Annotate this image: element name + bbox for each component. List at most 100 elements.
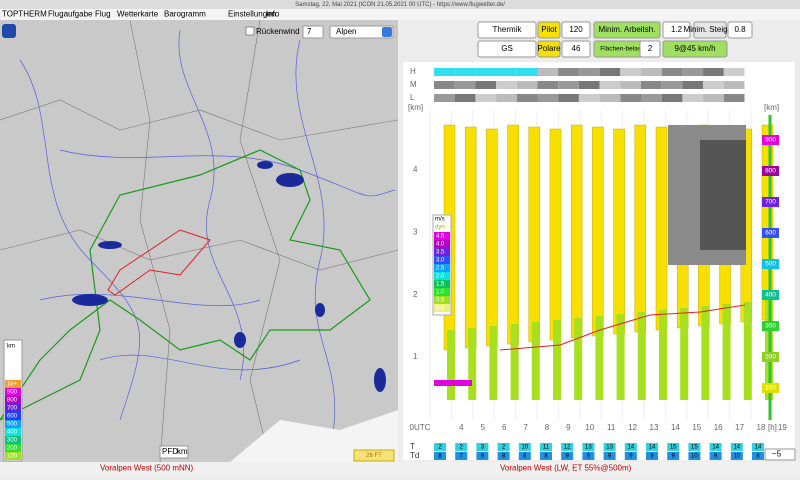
legend-label: 2.0	[436, 274, 445, 280]
wing-load-box[interactable]	[639, 40, 661, 58]
menu-item[interactable]: Barogramm	[164, 10, 206, 19]
legend-swatch	[434, 280, 450, 288]
td-cell	[603, 452, 616, 460]
td-value: 9	[714, 454, 718, 460]
level-field[interactable]	[302, 25, 324, 39]
polar[interactable]: 46	[572, 44, 581, 53]
lift-column	[701, 306, 710, 400]
cloud-cell	[723, 68, 745, 76]
polar-box[interactable]	[561, 40, 591, 58]
lift-column	[722, 304, 731, 400]
glider-select-box[interactable]	[477, 40, 537, 58]
thermal-column	[507, 124, 519, 345]
pfd[interactable]: PFD	[162, 447, 178, 456]
td-value: 9	[650, 454, 654, 460]
td-cell	[752, 452, 764, 460]
cloud-cell	[620, 81, 641, 89]
cloud-cell	[723, 94, 745, 102]
t-value: 13	[585, 445, 592, 451]
x-tick-label: 16	[714, 423, 723, 432]
thermal-column	[613, 128, 625, 335]
td-cell	[582, 452, 595, 460]
scale-swatch	[762, 228, 779, 238]
scale-label: 100	[765, 385, 776, 392]
t-cell	[476, 443, 489, 451]
td-cell	[709, 452, 722, 460]
mode-select-box[interactable]	[477, 21, 537, 39]
zoom-box[interactable]	[764, 448, 796, 461]
wing-load[interactable]: 2	[648, 44, 653, 53]
t-cell	[730, 443, 743, 451]
legend-title: km	[7, 344, 15, 350]
x-tick-label: 18	[757, 423, 766, 432]
pilot-box[interactable]	[561, 21, 591, 39]
t-cell	[603, 443, 616, 451]
pfd-box[interactable]	[159, 445, 189, 459]
t-cell	[561, 443, 574, 451]
scale-swatch	[762, 197, 779, 207]
region-select[interactable]	[329, 25, 394, 39]
legend-label: 0.0	[436, 306, 445, 312]
polar-label-box	[537, 40, 561, 58]
min-height[interactable]: 1.2	[671, 25, 683, 34]
legend-swatch	[5, 420, 21, 428]
checkbox[interactable]	[245, 26, 255, 36]
logo	[2, 24, 16, 38]
outside-area	[230, 410, 398, 462]
region[interactable]: Alpen	[336, 27, 356, 36]
cloud-cell	[703, 81, 724, 89]
scale-label: 300	[765, 323, 776, 330]
legend-label: 200	[7, 446, 18, 452]
lift-column	[616, 314, 625, 400]
cloud-cell	[641, 68, 662, 76]
legend-label: 3.5	[436, 250, 445, 256]
t-value: 15	[691, 445, 698, 451]
mode-select[interactable]: Thermik	[493, 25, 523, 34]
min-climb[interactable]: 0.8	[734, 25, 746, 34]
menu-item[interactable]: Einstellungen	[228, 10, 276, 19]
legend-swatch	[5, 404, 21, 412]
x-tick-label: 15	[692, 423, 701, 432]
min-height-box[interactable]	[662, 21, 691, 39]
cloud-block	[700, 140, 746, 250]
cloud-cell	[516, 68, 538, 76]
menu-item[interactable]: Info	[266, 10, 280, 19]
thermal-column	[486, 128, 498, 347]
row-label: L	[410, 93, 415, 102]
zoom[interactable]: ~5	[772, 450, 782, 459]
pilot[interactable]: 120	[569, 25, 583, 34]
menu-item[interactable]: Flug	[95, 10, 111, 19]
x-tick-label: 8	[545, 423, 550, 432]
select-arrow[interactable]	[382, 27, 392, 37]
region-outline	[107, 229, 211, 296]
min-climb-box[interactable]	[727, 21, 753, 39]
x-tick-label: 5	[481, 423, 486, 432]
x-tick-label: 9	[566, 423, 571, 432]
menu-item[interactable]: Wetterkarte	[117, 10, 159, 19]
tailwind-label[interactable]: Rückenwind	[256, 27, 300, 36]
row-label: H	[410, 67, 416, 76]
scale-label: 900	[765, 137, 776, 144]
menu-item[interactable]: TOPTHERM	[2, 10, 47, 19]
x-tick-label: 0UTC	[410, 423, 431, 432]
ground-bar	[434, 380, 472, 386]
td-value: 8	[481, 454, 485, 460]
level[interactable]: 7	[307, 27, 312, 36]
legend-swatch	[5, 444, 21, 452]
t-cell	[497, 443, 510, 451]
legend-label: 1.5	[436, 282, 445, 288]
scale-swatch	[762, 321, 779, 331]
cloud-cell	[682, 81, 704, 89]
wing-load-label: Flächen-belastung	[600, 46, 654, 53]
legend-label: 600	[7, 414, 18, 420]
menu-item[interactable]: Flugaufgabe	[48, 10, 93, 19]
cloud-cell	[641, 81, 662, 89]
legend-label: 400	[7, 430, 18, 436]
legend-sub: dyn	[435, 225, 445, 231]
lift-column	[510, 324, 519, 400]
td-cell	[730, 452, 743, 460]
cloud-cell	[496, 94, 517, 102]
td-cell	[646, 452, 658, 460]
legend-label: 800	[7, 398, 18, 404]
glider-select[interactable]: GS	[501, 44, 513, 53]
